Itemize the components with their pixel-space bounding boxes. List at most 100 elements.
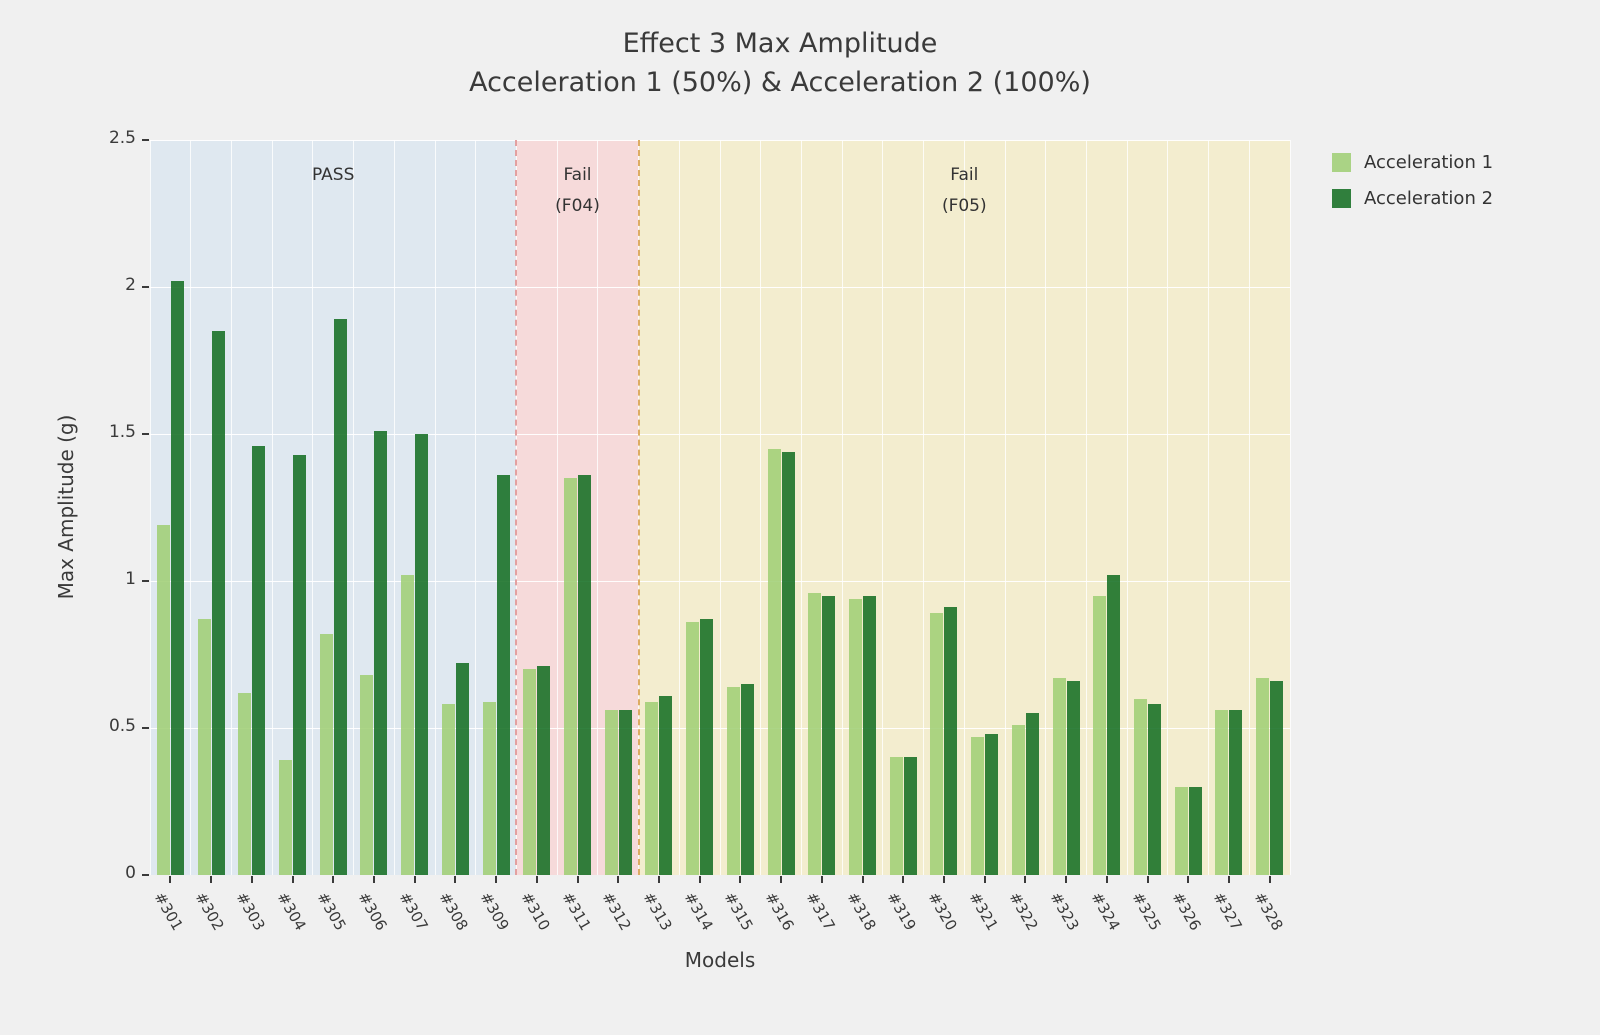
x-tick-label: #326 bbox=[1168, 889, 1205, 934]
grid-line-vertical bbox=[1289, 140, 1291, 875]
bar-acceleration-2-305 bbox=[333, 319, 347, 875]
x-tick-mark bbox=[1227, 876, 1230, 883]
bar-acceleration-1-323 bbox=[1052, 678, 1066, 875]
chart-title: Effect 3 Max Amplitude bbox=[622, 28, 938, 59]
bar-acceleration-1-327 bbox=[1215, 710, 1229, 875]
grid-line-vertical bbox=[190, 140, 192, 875]
x-tick-label: #301 bbox=[150, 889, 187, 934]
bar-acceleration-1-306 bbox=[360, 675, 374, 875]
x-tick-mark bbox=[1065, 876, 1068, 883]
bar-acceleration-2-306 bbox=[374, 431, 388, 875]
bar-acceleration-2-314 bbox=[700, 619, 714, 875]
region-label-line: (F05) bbox=[941, 195, 987, 216]
grid-line-vertical bbox=[882, 140, 884, 875]
x-tick-mark bbox=[1268, 876, 1271, 883]
x-tick-mark bbox=[169, 876, 172, 883]
bar-acceleration-1-317 bbox=[808, 592, 822, 875]
x-tick-label: #324 bbox=[1087, 889, 1124, 934]
grid-line-vertical bbox=[841, 140, 843, 875]
bar-acceleration-2-317 bbox=[822, 595, 836, 875]
bar-acceleration-2-323 bbox=[1066, 680, 1080, 875]
x-tick-mark bbox=[210, 876, 213, 883]
x-tick-mark bbox=[942, 876, 945, 883]
x-tick-mark bbox=[780, 876, 783, 883]
region-label-line: (F04) bbox=[555, 195, 600, 216]
region-fail-f04 bbox=[516, 140, 639, 875]
bar-acceleration-1-324 bbox=[1093, 595, 1107, 875]
x-tick-mark bbox=[535, 876, 538, 883]
grid-line-vertical bbox=[800, 140, 802, 875]
bar-acceleration-2-318 bbox=[863, 595, 876, 875]
x-tick-label: #315 bbox=[720, 889, 757, 934]
plot-area: PASS Fail (F04) Fail (F05) bbox=[149, 139, 1291, 875]
bar-acceleration-2-321 bbox=[985, 733, 999, 875]
x-tick-label: #304 bbox=[272, 889, 310, 934]
x-tick-label: #302 bbox=[191, 889, 228, 934]
bar-acceleration-2-312 bbox=[618, 710, 632, 875]
x-tick-label: #311 bbox=[557, 889, 595, 934]
x-tick-mark bbox=[902, 876, 905, 883]
region-label-fail-f05: Fail (F05) bbox=[864, 160, 1064, 221]
x-tick-mark bbox=[861, 876, 864, 883]
region-label-line: Fail bbox=[950, 165, 979, 185]
x-tick-label: #323 bbox=[1046, 889, 1083, 934]
y-tick-mark bbox=[142, 286, 149, 288]
bar-acceleration-2-304 bbox=[293, 454, 306, 875]
bar-acceleration-2-319 bbox=[903, 757, 917, 875]
x-tick-mark bbox=[617, 876, 620, 883]
x-tick-label: #318 bbox=[842, 889, 880, 934]
x-tick-label: #303 bbox=[232, 889, 269, 934]
bar-acceleration-2-303 bbox=[252, 445, 266, 875]
x-tick-label: #317 bbox=[802, 889, 839, 934]
x-tick-mark bbox=[332, 876, 335, 883]
bar-acceleration-2-302 bbox=[211, 331, 225, 875]
bar-acceleration-1-302 bbox=[197, 619, 211, 875]
bar-acceleration-1-310 bbox=[523, 669, 537, 875]
y-tick-label: 0 bbox=[125, 863, 136, 883]
bar-acceleration-1-304 bbox=[279, 760, 292, 875]
grid-line-vertical bbox=[678, 140, 680, 875]
x-tick-mark bbox=[576, 876, 579, 883]
x-tick-mark bbox=[413, 876, 416, 883]
x-tick-label: #316 bbox=[761, 889, 798, 934]
x-tick-label: #319 bbox=[883, 889, 920, 934]
y-tick-label: 2 bbox=[125, 275, 136, 295]
bar-acceleration-2-310 bbox=[537, 666, 551, 875]
bar-acceleration-1-301 bbox=[156, 525, 170, 875]
x-tick-mark bbox=[1105, 876, 1108, 883]
x-tick-mark bbox=[1024, 876, 1027, 883]
bar-acceleration-1-328 bbox=[1256, 678, 1270, 875]
region-label-line: Fail bbox=[563, 165, 592, 185]
x-tick-label: #307 bbox=[395, 889, 432, 934]
grid-line-vertical bbox=[1045, 140, 1047, 875]
x-axis-label: Models bbox=[684, 948, 756, 972]
region-label-fail-f04: Fail (F04) bbox=[478, 160, 678, 221]
x-tick-mark bbox=[698, 876, 701, 883]
legend: Acceleration 1 Acceleration 2 bbox=[1332, 152, 1493, 224]
x-tick-label: #313 bbox=[639, 889, 676, 934]
bar-acceleration-2-308 bbox=[455, 663, 469, 875]
x-tick-label: #321 bbox=[965, 889, 1002, 934]
grid-line-vertical bbox=[1208, 140, 1210, 875]
bar-acceleration-1-321 bbox=[971, 736, 985, 875]
bar-acceleration-2-311 bbox=[578, 475, 591, 875]
bar-acceleration-2-301 bbox=[170, 281, 184, 875]
y-tick-mark bbox=[142, 139, 149, 141]
x-tick-mark bbox=[739, 876, 742, 883]
x-tick-label: #308 bbox=[435, 889, 472, 934]
bar-acceleration-1-303 bbox=[238, 692, 252, 875]
grid-line-vertical bbox=[393, 140, 395, 875]
grid-line-vertical bbox=[353, 140, 355, 875]
region-pass bbox=[150, 140, 517, 875]
x-tick-mark bbox=[657, 876, 660, 883]
grid-line-vertical bbox=[271, 140, 273, 875]
bar-acceleration-1-326 bbox=[1174, 786, 1188, 875]
y-tick-mark bbox=[142, 727, 149, 729]
x-tick-mark bbox=[983, 876, 986, 883]
grid-line-vertical bbox=[1248, 140, 1250, 875]
bar-acceleration-2-324 bbox=[1107, 575, 1121, 875]
x-tick-mark bbox=[291, 876, 294, 883]
chart-subtitle: Acceleration 1 (50%) & Acceleration 2 (1… bbox=[469, 67, 1091, 99]
y-axis-label: Max Amplitude (g) bbox=[54, 414, 78, 600]
